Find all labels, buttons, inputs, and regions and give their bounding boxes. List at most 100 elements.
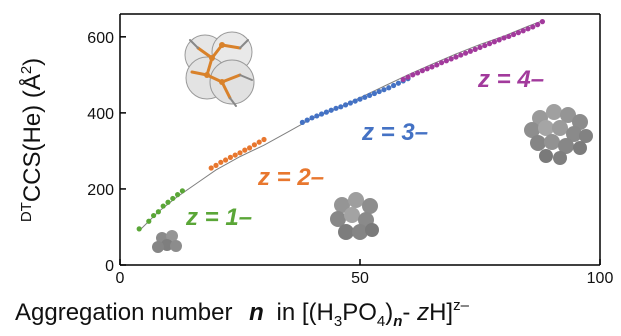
data-point-z4 bbox=[515, 30, 522, 36]
data-point-z4 bbox=[525, 26, 531, 32]
x-tick-label: 50 bbox=[351, 270, 369, 287]
data-point-z4 bbox=[400, 76, 406, 83]
data-point-z4 bbox=[501, 35, 507, 41]
y-label-sup2: 2 bbox=[18, 66, 35, 74]
cluster-image-small bbox=[152, 230, 182, 253]
data-point-z4 bbox=[510, 31, 517, 38]
data-point-z4 bbox=[410, 72, 416, 78]
x-tick-label: 0 bbox=[116, 270, 125, 287]
y-label-main: CCS(He) (Å bbox=[18, 74, 46, 202]
data-point-z4 bbox=[472, 46, 478, 52]
data-point-z3 bbox=[328, 107, 334, 113]
data-point-z1 bbox=[136, 226, 142, 232]
data-point-z4 bbox=[443, 58, 449, 64]
data-point-z4 bbox=[463, 50, 469, 56]
data-point-z1 bbox=[151, 212, 157, 219]
x-label-main: Aggregation number bbox=[15, 299, 232, 326]
data-point-z3 bbox=[338, 104, 344, 110]
data-point-z3 bbox=[309, 115, 315, 121]
data-point-z3 bbox=[343, 102, 349, 108]
data-point-z4 bbox=[535, 22, 541, 28]
y-tick-label: 200 bbox=[87, 182, 114, 199]
data-point-z3 bbox=[333, 105, 339, 111]
y-label-sup: DT bbox=[18, 202, 35, 222]
data-point-z3 bbox=[323, 109, 329, 115]
data-point-z2 bbox=[208, 165, 214, 171]
data-point-z2 bbox=[223, 157, 229, 163]
data-point-z1 bbox=[155, 209, 161, 215]
data-point-z3 bbox=[362, 94, 368, 100]
x-label-z: z bbox=[416, 299, 429, 326]
data-point-z2 bbox=[237, 150, 243, 156]
data-point-z1 bbox=[165, 199, 171, 205]
data-point-z3 bbox=[376, 88, 382, 95]
data-point-z4 bbox=[415, 70, 421, 76]
cluster-image-large bbox=[524, 104, 593, 165]
data-point-z4 bbox=[424, 66, 430, 72]
data-point-z3 bbox=[357, 96, 363, 102]
data-point-z2 bbox=[261, 136, 267, 143]
data-point-z3 bbox=[347, 100, 353, 106]
data-point-z4 bbox=[520, 28, 526, 34]
data-point-z2 bbox=[213, 162, 219, 168]
data-point-z4 bbox=[539, 19, 546, 25]
data-point-z3 bbox=[386, 85, 392, 91]
data-point-z3 bbox=[395, 80, 401, 86]
x-axis-label: Aggregation number n in [(H3PO4)n- zH]z– bbox=[15, 297, 470, 330]
data-point-z3 bbox=[391, 82, 397, 89]
x-label-po: PO bbox=[342, 299, 377, 326]
data-point-z3 bbox=[299, 119, 305, 125]
y-axis-label: DTCCS(He) (Å2) bbox=[18, 58, 46, 222]
data-point-z3 bbox=[304, 117, 310, 123]
x-label-sup-charge: z– bbox=[453, 297, 470, 314]
data-point-z4 bbox=[482, 42, 488, 49]
x-label-sub4: 4 bbox=[377, 313, 385, 330]
x-label-dash: - bbox=[402, 299, 417, 326]
x-label-n: n bbox=[249, 299, 264, 326]
data-point-z3 bbox=[314, 113, 320, 119]
annotation-z1: z = 1– bbox=[185, 204, 252, 231]
data-point-z4 bbox=[491, 39, 497, 45]
data-point-z1 bbox=[170, 195, 176, 202]
data-point-z4 bbox=[405, 74, 411, 80]
data-point-z2 bbox=[242, 147, 248, 153]
data-point-z4 bbox=[496, 37, 502, 43]
data-point-z2 bbox=[218, 159, 224, 165]
data-point-z2 bbox=[256, 139, 262, 145]
data-point-z4 bbox=[458, 52, 464, 58]
data-point-z3 bbox=[367, 92, 373, 98]
y-tick-label: 600 bbox=[87, 30, 114, 47]
data-point-z3 bbox=[352, 98, 358, 104]
data-point-z1 bbox=[175, 192, 181, 198]
x-label-close: ) bbox=[385, 299, 393, 326]
x-label-in: in [(H bbox=[277, 299, 334, 326]
annotation-z3: z = 3– bbox=[361, 119, 428, 146]
data-point-z1 bbox=[179, 188, 185, 194]
data-point-z3 bbox=[381, 87, 387, 93]
y-tick-label: 0 bbox=[105, 258, 114, 275]
data-point-z4 bbox=[467, 48, 473, 54]
data-point-z4 bbox=[439, 60, 445, 66]
cluster-image-medium bbox=[330, 192, 379, 240]
data-point-z2 bbox=[247, 145, 253, 151]
data-point-z4 bbox=[419, 68, 425, 74]
y-tick-label: 400 bbox=[87, 106, 114, 123]
molecule-structure-image bbox=[184, 31, 255, 107]
x-label-sub3: 3 bbox=[334, 313, 342, 330]
x-label-subn: n bbox=[393, 313, 402, 330]
x-label-h: H] bbox=[429, 299, 453, 326]
data-point-z4 bbox=[487, 41, 493, 47]
data-point-z4 bbox=[530, 24, 536, 30]
data-point-z3 bbox=[371, 90, 377, 97]
data-point-z4 bbox=[434, 62, 440, 68]
data-point-z2 bbox=[251, 142, 257, 148]
data-point-z2 bbox=[232, 152, 238, 158]
ticks-layer: 0 50 100 0 200 400 600 bbox=[87, 30, 613, 287]
data-point-z1 bbox=[146, 218, 152, 224]
data-point-z4 bbox=[506, 33, 512, 40]
data-point-z2 bbox=[227, 154, 233, 160]
data-point-z4 bbox=[448, 56, 454, 62]
data-point-z3 bbox=[319, 111, 325, 117]
y-label-close: ) bbox=[19, 58, 46, 66]
